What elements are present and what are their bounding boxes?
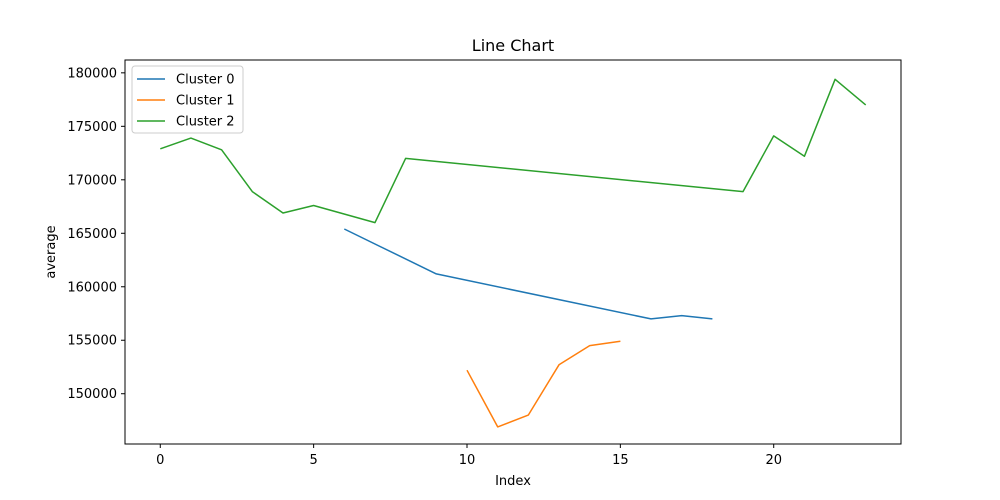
plot-area [160, 78, 867, 428]
y-tick-label: 165000 [67, 227, 117, 242]
series-line-0 [343, 228, 713, 320]
legend: Cluster 0 Cluster 1 Cluster 2 [131, 65, 244, 134]
series-line-2 [160, 78, 867, 224]
x-tick-label: 20 [765, 453, 782, 468]
y-tick-label: 170000 [67, 173, 117, 188]
y-tick-label: 150000 [67, 387, 117, 402]
x-axis-label: Index [495, 474, 531, 489]
y-tick-label: 160000 [67, 280, 117, 295]
y-axis-label: average [44, 225, 59, 278]
legend-label-1: Cluster 1 [176, 94, 235, 109]
y-tick-label: 155000 [67, 334, 117, 349]
series-line-1 [466, 340, 621, 428]
x-tick-label: 5 [309, 453, 317, 468]
chart-title: Line Chart [472, 36, 554, 55]
x-tick-label: 15 [612, 453, 629, 468]
x-tick-label: 10 [459, 453, 476, 468]
y-tick-label: 180000 [67, 66, 117, 81]
legend-box [131, 65, 244, 134]
plot-frame [124, 59, 902, 445]
x-tick-label: 0 [156, 453, 164, 468]
y-tick-label: 175000 [67, 120, 117, 135]
legend-label-2: Cluster 2 [176, 115, 235, 130]
legend-label-0: Cluster 0 [176, 73, 235, 88]
axis-ticks: 0 5 10 15 20 150000 155000 160000 165000 170000 17… [67, 66, 782, 468]
